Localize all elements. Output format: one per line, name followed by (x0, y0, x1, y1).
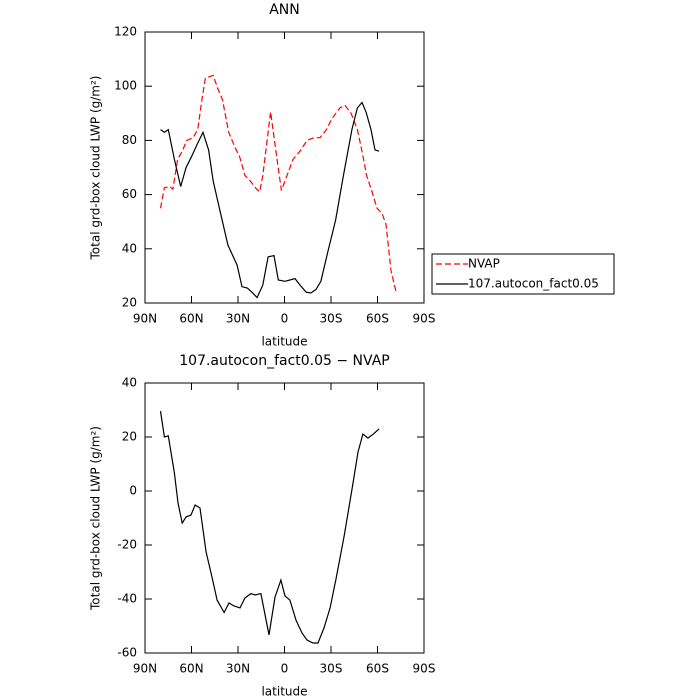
legend-label: 107.autocon_fact0.05 (468, 277, 599, 291)
x-tick-label: 0 (281, 662, 289, 676)
series-line (159, 411, 380, 644)
y-tick-label: 40 (122, 376, 137, 390)
legend-box (431, 253, 615, 295)
x-tick-label: 90N (133, 662, 157, 676)
x-tick-label: 90N (133, 312, 157, 326)
x-axis-label: latitude (261, 335, 307, 349)
plot-frame (144, 31, 425, 304)
y-tick-label: -40 (117, 592, 137, 606)
y-tick-label: 40 (122, 241, 137, 255)
plot-frame (144, 382, 425, 654)
y-tick-label: 20 (122, 430, 137, 444)
y-tick-label: 0 (129, 484, 137, 498)
x-axis-label: latitude (261, 685, 307, 699)
y-tick-label: 120 (114, 25, 137, 39)
chart-title: 107.autocon_fact0.05 − NVAP (179, 353, 390, 369)
x-tick-label: 60N (179, 662, 203, 676)
x-tick-label: 90S (413, 662, 436, 676)
y-axis-label: Total grd-box cloud LWP (g/m²) (89, 426, 103, 611)
x-tick-label: 30N (226, 662, 250, 676)
x-tick-label: 0 (281, 312, 289, 326)
x-tick-label: 30N (226, 312, 250, 326)
y-tick-label: -60 (117, 646, 137, 660)
y-tick-label: 20 (122, 296, 137, 310)
x-tick-label: 30S (320, 312, 343, 326)
chart-title: ANN (269, 2, 300, 18)
x-tick-label: 60S (366, 662, 389, 676)
y-tick-label: 60 (122, 187, 137, 201)
y-axis-label: Total grd-box cloud LWP (g/m²) (89, 76, 103, 261)
y-tick-label: 100 (114, 79, 137, 93)
y-tick-label: 80 (122, 133, 137, 147)
series-line (159, 74, 397, 293)
x-tick-label: 90S (413, 312, 436, 326)
y-tick-label: -20 (117, 538, 137, 552)
x-tick-label: 30S (320, 662, 343, 676)
x-tick-label: 60S (366, 312, 389, 326)
x-tick-label: 60N (179, 312, 203, 326)
legend-label: NVAP (468, 257, 500, 271)
series-line (160, 101, 380, 299)
